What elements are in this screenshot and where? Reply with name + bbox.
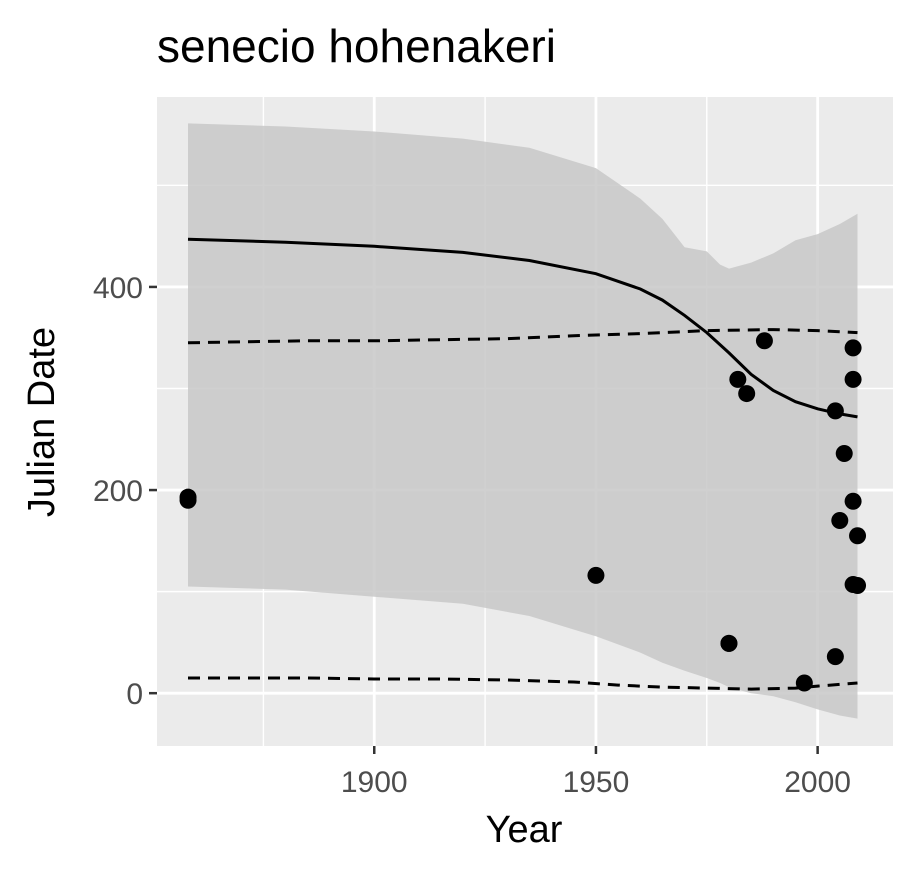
data-point — [729, 370, 747, 388]
data-point — [844, 492, 862, 510]
fit-line — [187, 237, 858, 419]
data-point — [738, 385, 756, 403]
data-point — [844, 370, 862, 388]
data-point — [831, 512, 849, 530]
data-point — [844, 339, 862, 357]
data-points-layer — [179, 332, 867, 692]
lower-dashed-line — [188, 676, 858, 691]
y-tick-label: 0 — [126, 678, 143, 711]
y-tick-label: 200 — [93, 475, 143, 508]
data-point — [587, 566, 605, 584]
data-point — [849, 527, 867, 545]
y-axis-title: Julian Date — [21, 327, 63, 517]
confidence-ribbon — [188, 123, 858, 719]
data-point — [179, 488, 197, 506]
data-point — [826, 402, 844, 420]
upper-dashed-line — [187, 328, 858, 345]
y-tick-label: 400 — [93, 272, 143, 305]
confidence-ribbon-layer — [188, 123, 858, 719]
chart-title: senecio hohenakeri — [157, 20, 556, 72]
fit-line-layer — [187, 237, 858, 419]
x-axis-title: Year — [486, 809, 563, 851]
data-point — [849, 577, 867, 595]
data-point — [755, 332, 773, 350]
x-axis: 1900 1950 2000 — [341, 746, 851, 799]
y-axis: 0 200 400 — [93, 272, 157, 711]
data-point — [795, 674, 813, 692]
data-point — [720, 634, 738, 652]
data-point — [835, 444, 853, 462]
data-point — [826, 648, 844, 666]
x-tick-label: 1900 — [341, 766, 408, 799]
x-tick-label: 2000 — [784, 766, 851, 799]
dashed-bounds-layer — [187, 328, 858, 691]
x-tick-label: 1950 — [563, 766, 630, 799]
